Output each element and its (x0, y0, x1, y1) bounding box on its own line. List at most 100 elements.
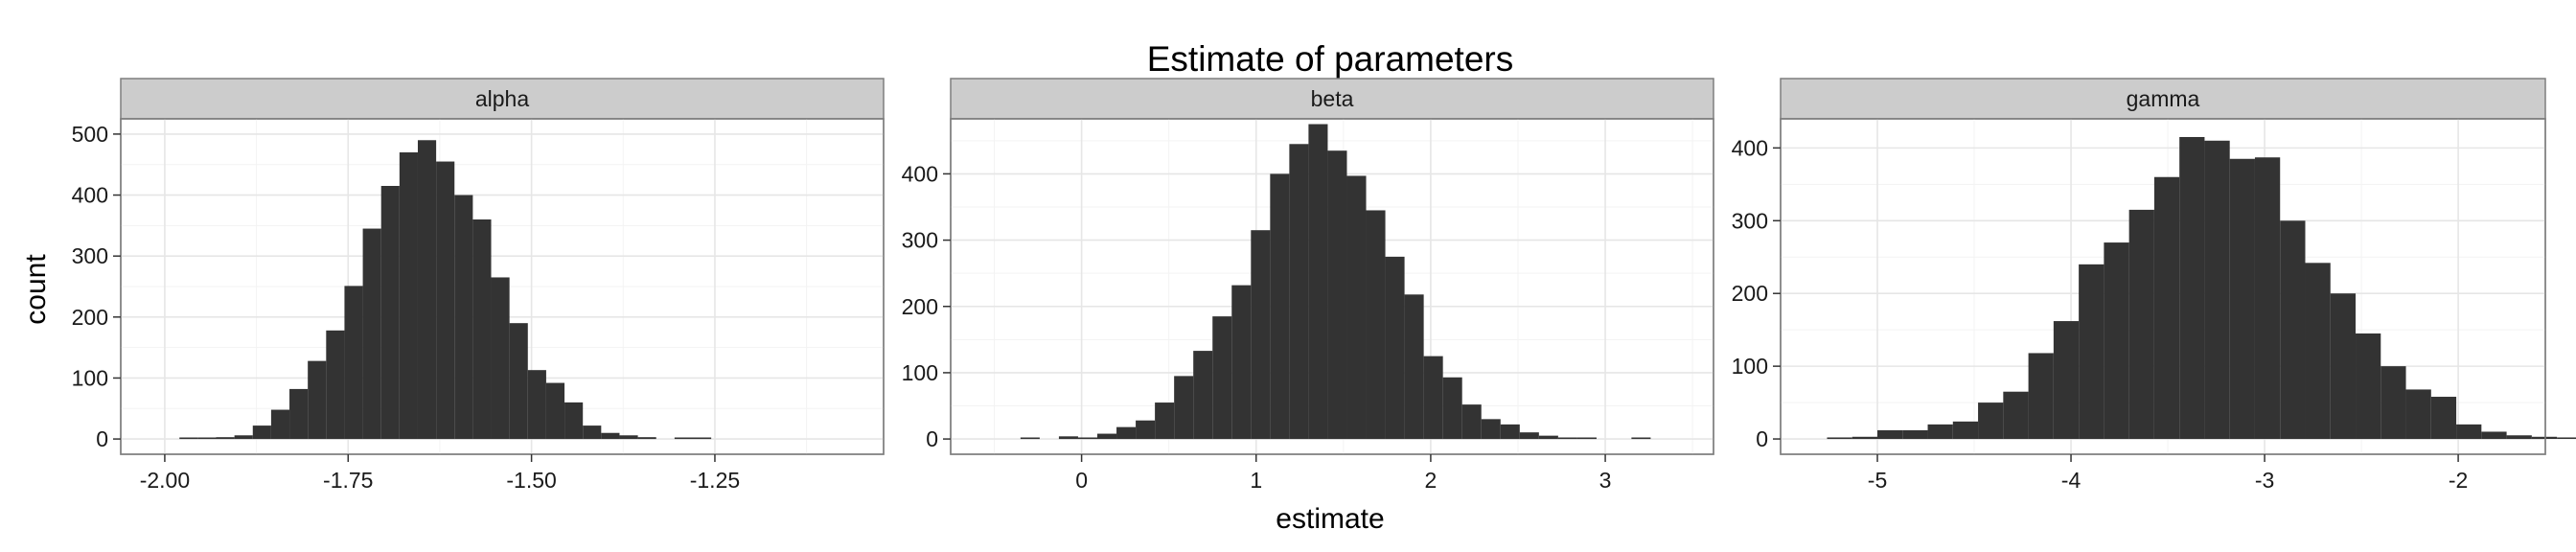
histogram-bar (1020, 437, 1040, 440)
histogram-bar (1174, 376, 1194, 440)
histogram-bar (583, 426, 602, 440)
histogram-bar (2229, 158, 2255, 440)
histogram-bar (2104, 242, 2129, 440)
histogram-bar (2380, 366, 2406, 440)
x-tick-label: -5 (1868, 468, 1887, 493)
y-tick-label: 300 (72, 243, 108, 268)
x-tick-label: -1.75 (323, 468, 373, 493)
histogram-bar (2280, 220, 2306, 440)
histogram-bar (1251, 230, 1271, 440)
x-tick-label: -1.50 (506, 468, 556, 493)
histogram-bar (2053, 321, 2080, 440)
histogram-bar (344, 286, 363, 440)
histogram-bar (436, 161, 455, 440)
x-tick-label: -3 (2255, 468, 2274, 493)
histogram-bar (2430, 397, 2457, 440)
histogram-bar (1136, 420, 1156, 440)
y-tick-label: 200 (72, 305, 108, 330)
y-tick-label: 200 (1732, 281, 1768, 306)
panel-border-alpha (120, 118, 885, 455)
histogram-bar (1500, 424, 1520, 440)
histogram-bar (1423, 356, 1443, 440)
histogram-bar (472, 219, 492, 440)
y-tick-label: 400 (902, 161, 938, 186)
histogram-bar (2079, 264, 2104, 440)
histogram-bar (1212, 316, 1232, 440)
panel-beta: beta 0 1 2 3 0 100 200 300 400 (902, 78, 1714, 493)
histogram-bar (674, 437, 693, 440)
histogram-bar (527, 370, 546, 440)
histogram-bar (2456, 424, 2482, 440)
histogram-bar (1346, 175, 1367, 440)
histogram-bar (1481, 419, 1501, 440)
panel-border-beta (950, 118, 1714, 455)
histogram-bar (308, 360, 327, 440)
histogram-bar (1308, 124, 1328, 440)
strip-header-alpha (120, 78, 885, 120)
strip-label-gamma: gamma (2127, 86, 2200, 111)
x-tick-label: 2 (1425, 468, 1438, 493)
histogram-bar (1978, 402, 2004, 440)
histogram-bar (1327, 150, 1347, 440)
histogram-bar (1927, 424, 1953, 440)
histogram-bar (1231, 285, 1252, 440)
histogram-bar (270, 409, 290, 440)
histogram-bar (1827, 437, 1852, 440)
histogram-bar (2305, 263, 2331, 440)
histogram-bar (2254, 157, 2281, 440)
histogram-bar (619, 435, 638, 440)
strip-header-beta (950, 78, 1714, 120)
panel-gamma: gamma -5 -4 -3 -2 0 100 200 300 400 (1732, 78, 2576, 493)
histogram-bar (1902, 429, 1928, 440)
histogram-bar (1289, 144, 1309, 440)
y-tick-label: 100 (1732, 354, 1768, 379)
histogram-bar (1576, 437, 1597, 440)
histogram-bar (1538, 435, 1558, 440)
histogram-bar (2003, 391, 2029, 440)
histogram-bar (2557, 437, 2576, 440)
histogram-bar (1877, 429, 1903, 440)
y-tick-label: 0 (96, 426, 108, 451)
histogram-bar (1155, 402, 1175, 440)
y-tick-label: 500 (72, 122, 108, 147)
y-tick-label: 300 (1732, 208, 1768, 233)
x-tick-label: 0 (1075, 468, 1088, 493)
histogram-bar (2153, 176, 2180, 440)
histogram-bar (1557, 437, 1577, 440)
chart-title: Estimate of parameters (1147, 39, 1513, 79)
histogram-bar (1385, 256, 1405, 440)
histogram-bar (234, 435, 253, 440)
histogram-bar (1366, 210, 1386, 440)
y-tick-label: 0 (1756, 426, 1768, 451)
histogram-bar (1270, 173, 1290, 440)
histogram-bar (252, 426, 271, 440)
x-tick-label: -2.00 (140, 468, 190, 493)
histogram-bar (637, 437, 656, 440)
y-tick-label: 400 (1732, 135, 1768, 160)
histogram-bar (2531, 436, 2558, 440)
histogram-bar (2028, 353, 2054, 440)
histogram-bar (1631, 437, 1651, 440)
histogram-bar (417, 140, 437, 440)
y-tick-label: 200 (902, 294, 938, 319)
histogram-bar (216, 437, 235, 440)
histogram-bar (2356, 333, 2381, 440)
histogram-bar (362, 228, 381, 440)
facet-panels: alpha-2.00 -1.75 -1.50 -1.25010020030040050… (72, 78, 2576, 493)
x-tick-label: 3 (1599, 468, 1612, 493)
y-tick-label: 400 (72, 183, 108, 208)
y-tick-label: 0 (926, 426, 938, 451)
y-tick-label: 100 (72, 365, 108, 390)
histogram-bar (2179, 136, 2205, 440)
histogram-bar (399, 152, 418, 440)
histogram-bar (1193, 351, 1213, 440)
x-axis-title: estimate (1276, 503, 1384, 535)
histogram-bar (197, 437, 217, 440)
histogram-bar (1058, 436, 1078, 440)
histogram-bar (564, 402, 584, 440)
histogram-bar (2506, 435, 2532, 440)
histogram-bar (491, 277, 510, 440)
panel-alpha: alpha -2.00 -1.75 -1.50 -1.25 0 100 200 300 400 50… (72, 78, 885, 493)
histogram-bar (1116, 426, 1137, 440)
histogram-bar (289, 388, 309, 440)
